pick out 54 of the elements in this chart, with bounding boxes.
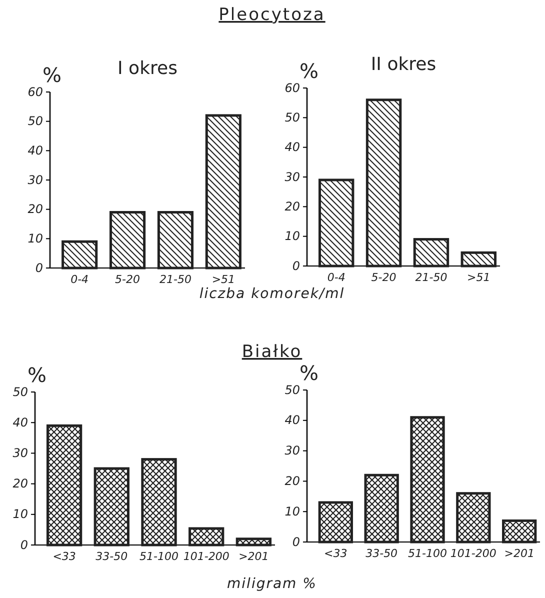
y-axis-title: % <box>27 363 47 387</box>
x-tick-label: 21-50 <box>159 272 192 286</box>
chart-subtitle: I okres <box>118 58 178 79</box>
x-tick-label: 0-4 <box>327 270 346 284</box>
chart-title: Pleocytoza <box>218 5 326 25</box>
y-tick-label: 40 <box>28 144 44 158</box>
x-tick-label: 5-20 <box>115 272 140 286</box>
y-tick-label: 20 <box>284 474 300 488</box>
x-axis-title: miligram % <box>227 576 317 592</box>
y-tick-label: 30 <box>284 170 300 184</box>
y-tick-label: 0 <box>35 260 44 275</box>
y-tick-label: 50 <box>284 110 300 125</box>
y-tick-label: 20 <box>284 200 300 214</box>
x-tick-label: >51 <box>212 272 236 286</box>
y-tick-label: 40 <box>12 415 28 430</box>
y-tick-label: 50 <box>28 114 44 128</box>
y-tick-label: 60 <box>28 84 44 99</box>
y-tick-label: 50 <box>284 382 300 397</box>
x-tick-label: 33-50 <box>366 546 398 560</box>
y-tick-label: 0 <box>292 258 300 273</box>
x-tick-label: 33-50 <box>96 550 128 563</box>
y-tick-label: 50 <box>12 384 28 399</box>
x-tick-label: <33 <box>324 546 348 560</box>
y-tick-label: 30 <box>12 446 28 460</box>
x-tick-label: 51-100 <box>140 550 178 563</box>
y-tick-label: 20 <box>28 202 44 216</box>
chart-title: Białko <box>242 342 302 362</box>
chart-subtitle: II okres <box>370 54 436 75</box>
y-tick-label: 10 <box>284 229 300 244</box>
y-tick-label: 0 <box>292 534 300 549</box>
y-tick-label: 20 <box>12 476 28 491</box>
x-tick-label: 101-200 <box>183 550 230 563</box>
x-tick-label: <33 <box>52 550 76 563</box>
x-tick-label: 21-50 <box>415 270 448 284</box>
y-tick-label: 10 <box>284 504 300 518</box>
x-tick-label: 101-200 <box>450 546 496 560</box>
y-tick-label: 30 <box>28 172 44 187</box>
y-tick-label: 0 <box>20 538 28 552</box>
y-tick-label: 40 <box>284 413 300 428</box>
y-tick-label: 10 <box>12 507 28 522</box>
x-tick-label: >51 <box>467 270 490 284</box>
x-tick-label: 5-20 <box>371 270 396 284</box>
y-tick-label: 60 <box>284 80 300 95</box>
y-axis-title: % <box>299 361 319 385</box>
y-tick-label: 30 <box>284 444 300 458</box>
y-tick-label: 10 <box>28 232 44 246</box>
x-tick-label: 0-4 <box>70 272 89 286</box>
y-axis-title: % <box>299 59 319 83</box>
x-axis-title: liczba komorek/ml <box>199 286 345 302</box>
x-tick-label: >201 <box>504 546 534 560</box>
y-axis-title: % <box>42 63 62 87</box>
y-tick-label: 40 <box>284 140 300 154</box>
x-tick-label: 51-100 <box>408 546 447 560</box>
x-tick-label: >201 <box>238 550 269 563</box>
